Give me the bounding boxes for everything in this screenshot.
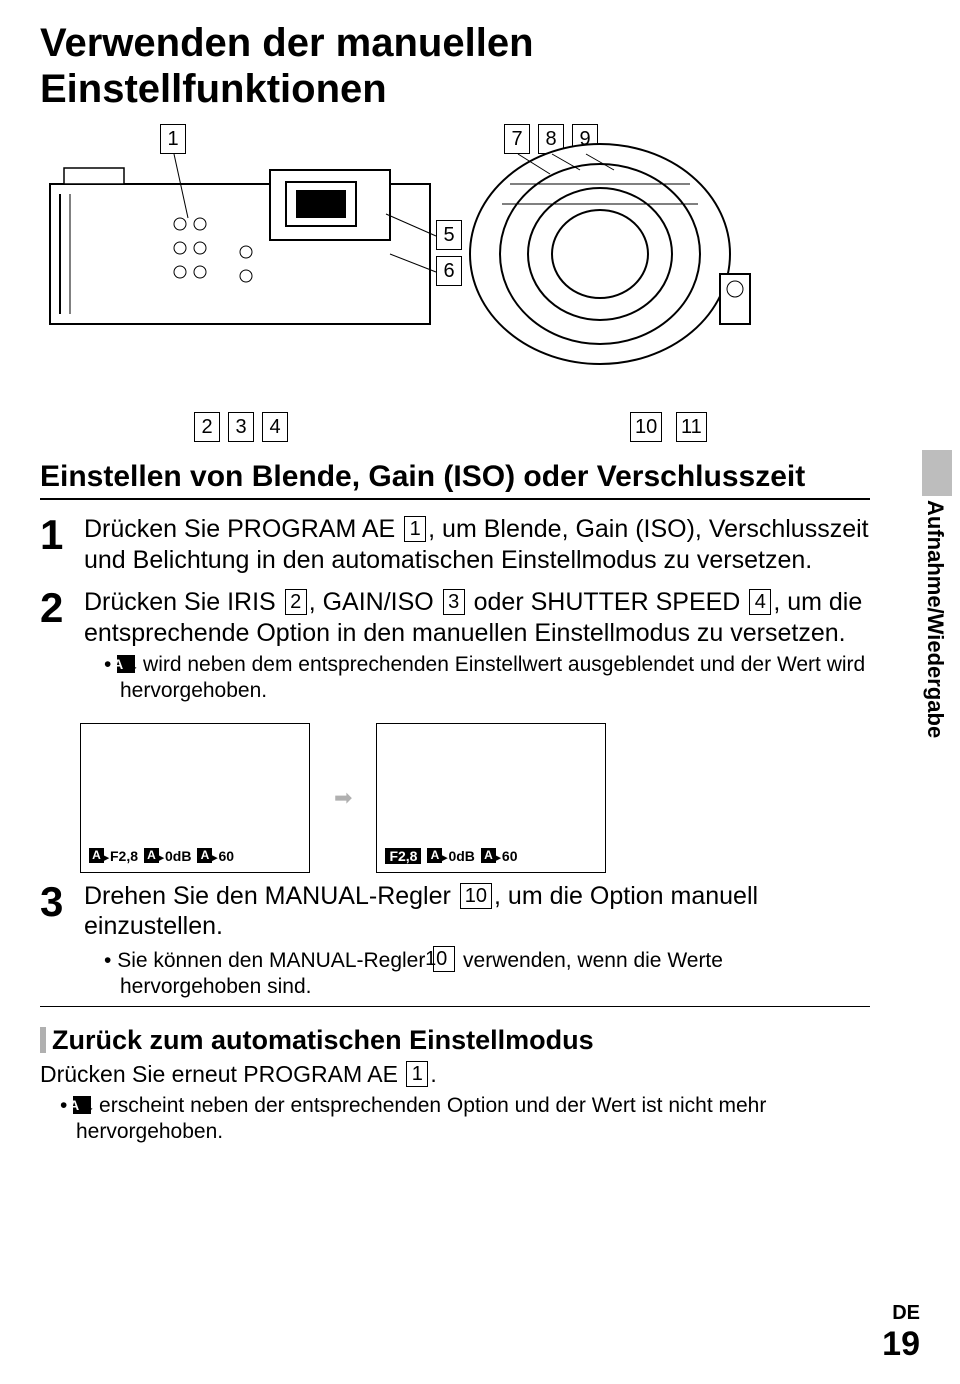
callout-7: 7 <box>504 124 530 154</box>
side-gray-block <box>922 450 952 496</box>
display-before: A F2,8 A 0dB A 60 <box>80 723 310 873</box>
display-comparison: A F2,8 A 0dB A 60 ➡ F2,8 A 0dB A 60 <box>80 723 870 873</box>
inline-box-2: 2 <box>285 589 307 615</box>
footer-page: 19 <box>882 1325 920 1364</box>
inline-box-4: 4 <box>749 589 771 615</box>
mini-a-icon: A <box>197 848 212 863</box>
sub-line-b: . <box>430 1061 436 1087</box>
callout-1: 1 <box>160 124 186 154</box>
step-3: 3 Drehen Sie den MANUAL-Regler 10, um di… <box>40 881 870 1008</box>
page-title: Verwenden der manuellen Einstellfunktion… <box>40 20 870 112</box>
step-2-bullet-text: wird neben dem entsprechenden Einstellwe… <box>120 653 865 702</box>
step-2-t1: Drücken Sie IRIS <box>84 588 283 616</box>
step-3-bullet: Sie können den MANUAL-Regler 10 verwende… <box>88 946 870 1001</box>
sub-line-a: Drücken Sie erneut PROGRAM AE <box>40 1061 404 1087</box>
subsection-body: Drücken Sie erneut PROGRAM AE 1. A ersch… <box>40 1060 870 1145</box>
callout-2: 2 <box>194 412 220 442</box>
callout-8: 8 <box>538 124 564 154</box>
step-2-t2: , GAIN/ISO <box>309 588 441 616</box>
a-icon: A <box>117 655 135 673</box>
callout-10: 10 <box>630 412 662 442</box>
step-1: 1 Drücken Sie PROGRAM AE 1, um Blende, G… <box>40 514 870 581</box>
step-2-body: Drücken Sie IRIS 2, GAIN/ISO 3 oder SHUT… <box>84 587 870 705</box>
disp-db-2: 0dB <box>448 848 474 864</box>
mini-a-icon: A <box>427 848 442 863</box>
callout-9: 9 <box>572 124 598 154</box>
footer-lang: DE <box>882 1302 920 1325</box>
step-2: 2 Drücken Sie IRIS 2, GAIN/ISO 3 oder SH… <box>40 587 870 711</box>
camera-diagram: 1 7 8 9 5 6 <box>40 124 860 404</box>
step-1-number: 1 <box>40 514 74 575</box>
step-3-bullet-a: Sie können den MANUAL-Regler <box>117 949 431 972</box>
callout-6: 6 <box>436 256 462 286</box>
disp-f-2-hl: F2,8 <box>385 848 421 864</box>
disp-f-1: F2,8 <box>110 848 138 864</box>
a-icon: A <box>73 1096 91 1114</box>
arrow-icon: ➡ <box>334 785 352 811</box>
disp-sh-1: 60 <box>218 848 234 864</box>
step-3-t1: Drehen Sie den MANUAL-Regler <box>84 882 458 910</box>
mini-a-icon: A <box>144 848 159 863</box>
inline-box-1: 1 <box>404 516 426 542</box>
callout-11: 11 <box>676 412 707 442</box>
step-3-number: 3 <box>40 881 74 1001</box>
inline-box-3: 3 <box>443 589 465 615</box>
inline-box-10b: 10 <box>433 946 455 972</box>
callout-4: 4 <box>262 412 288 442</box>
step-2-t3: oder SHUTTER SPEED <box>467 588 748 616</box>
disp-sh-2: 60 <box>502 848 518 864</box>
step-2-number: 2 <box>40 587 74 705</box>
disp-db-1: 0dB <box>165 848 191 864</box>
callout-3: 3 <box>228 412 254 442</box>
sub-bullet-text: erscheint neben der entsprechenden Optio… <box>76 1094 766 1143</box>
section-title: Einstellen von Blende, Gain (ISO) oder V… <box>40 460 870 500</box>
step-1-body: Drücken Sie PROGRAM AE 1, um Blende, Gai… <box>84 514 870 575</box>
step-1-text-a: Drücken Sie PROGRAM AE <box>84 515 402 543</box>
page-footer: DE 19 <box>882 1302 920 1364</box>
step-3-body: Drehen Sie den MANUAL-Regler 10, um die … <box>84 881 870 1001</box>
display-after: F2,8 A 0dB A 60 <box>376 723 606 873</box>
callout-row-bottom: 2 3 4 10 11 <box>40 412 870 446</box>
inline-box-10a: 10 <box>460 883 492 909</box>
step-2-bullet: A wird neben dem entsprechenden Einstell… <box>88 652 870 705</box>
callout-5: 5 <box>436 220 462 250</box>
side-tab-label: Aufnahme/Wiedergabe <box>922 500 948 738</box>
mini-a-icon: A <box>481 848 496 863</box>
subsection-auto: Zurück zum automatischen Einstellmodus D… <box>40 1025 870 1145</box>
mini-a-icon: A <box>89 848 104 863</box>
subsection-bullet: A erscheint neben der entsprechenden Opt… <box>44 1093 870 1146</box>
subsection-title: Zurück zum automatischen Einstellmodus <box>40 1025 870 1056</box>
inline-box-1b: 1 <box>406 1061 428 1087</box>
